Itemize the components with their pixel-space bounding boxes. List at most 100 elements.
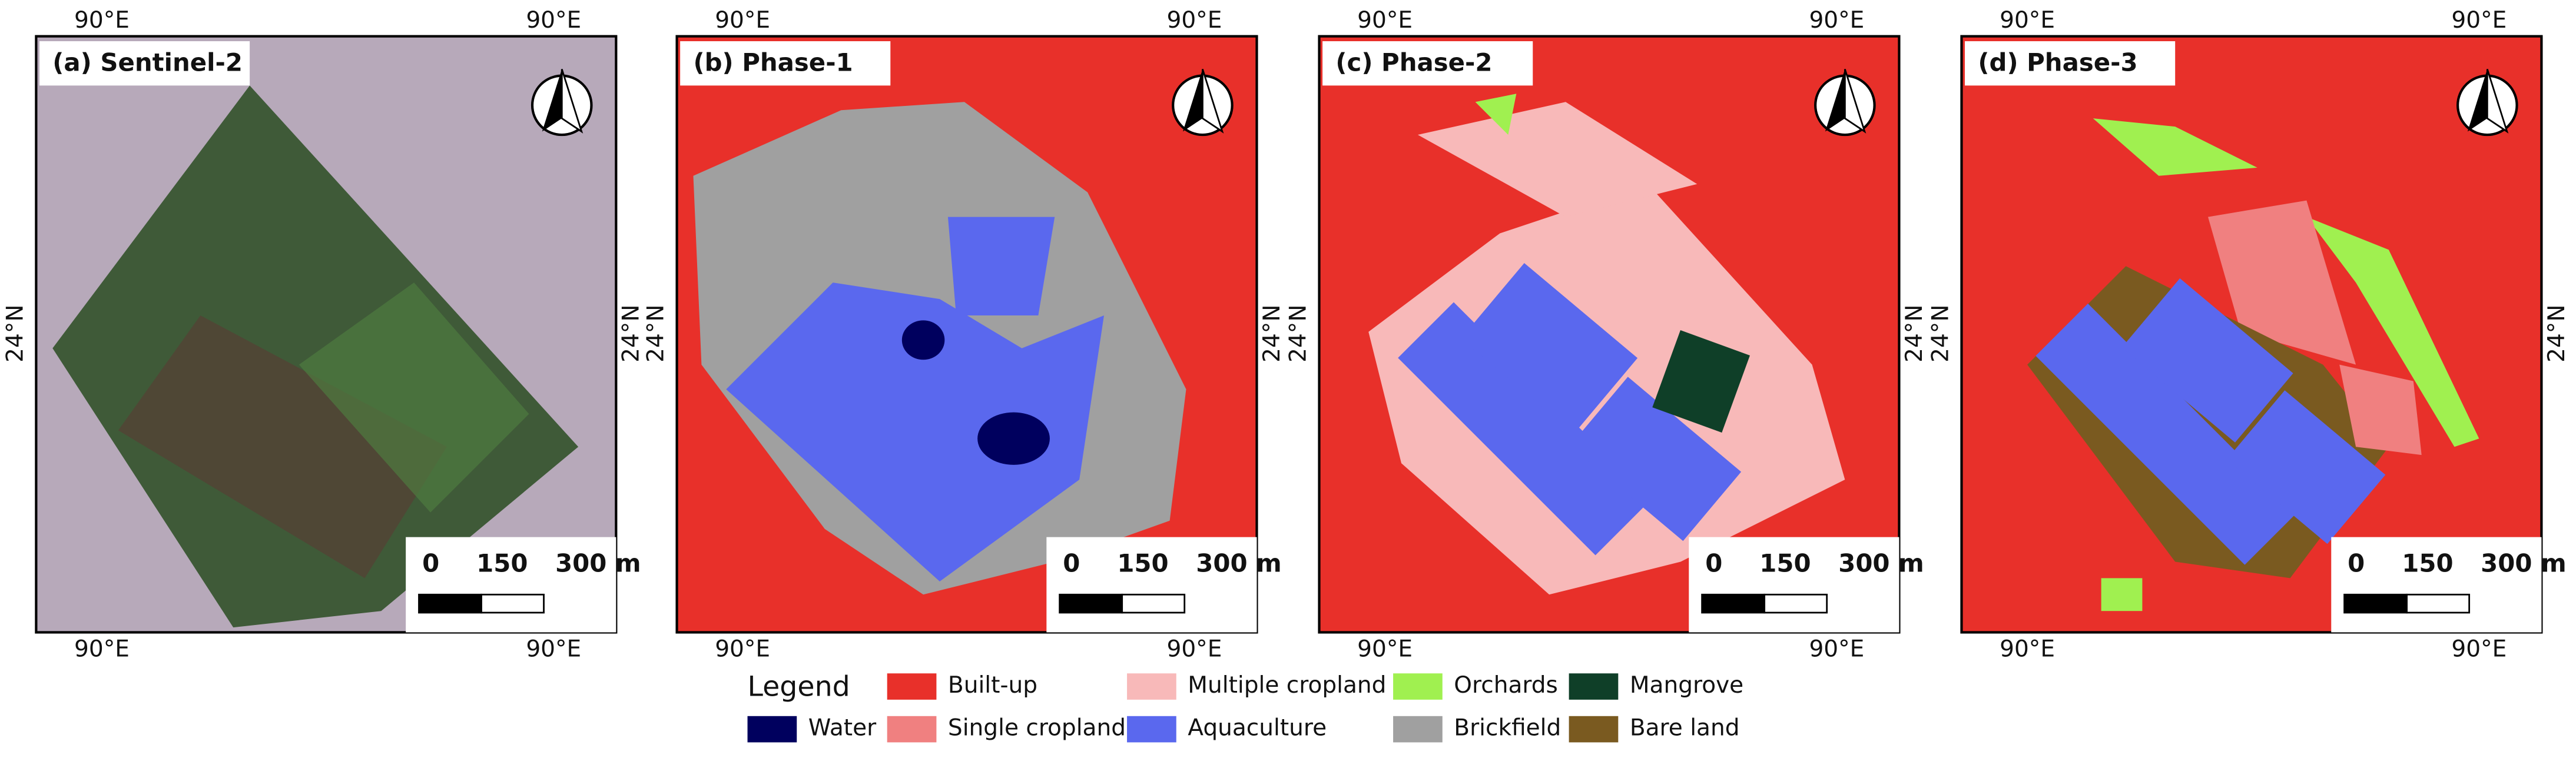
legend-swatch: [1393, 716, 1443, 743]
legend-label: Single cropland: [948, 715, 1126, 742]
scale-bar: [1121, 593, 1186, 614]
scale-label: 150: [1117, 549, 1168, 578]
title-box: [680, 41, 891, 86]
lon-label: 90°E: [526, 636, 581, 663]
legend-title: Legend: [748, 670, 850, 703]
legend-swatch: [1127, 716, 1176, 743]
map-frame: [675, 35, 1258, 634]
lon-label: 90°E: [1809, 7, 1864, 34]
legend-label: Mangrove: [1630, 672, 1743, 699]
scale-label: 300 m: [555, 549, 641, 578]
lon-label: 90°E: [715, 7, 770, 34]
scale-label: 0: [2348, 549, 2365, 578]
legend-swatch: [747, 716, 797, 743]
title-box: [39, 41, 250, 86]
lon-label: 90°E: [74, 7, 130, 34]
north-arrow: [2486, 69, 2509, 134]
map-class: [1461, 262, 1638, 434]
map-class: [1652, 330, 1750, 433]
imagery: [118, 315, 447, 579]
legend-label: Orchards: [1454, 672, 1558, 699]
lat-label: 24°N: [618, 304, 645, 362]
map-class: [1475, 94, 1517, 135]
panel-title: (b) Phase-1: [693, 48, 853, 77]
map-class: [1570, 377, 1742, 541]
map-class: [2306, 217, 2479, 447]
map-panel: (c) Phase-2 0 150 300 m: [1318, 35, 1924, 634]
lon-label: 90°E: [526, 7, 581, 34]
scale-bar: [1701, 593, 1766, 614]
map-class: [2101, 578, 2143, 611]
scale-bar: [2406, 593, 2471, 614]
panel-title: (d) Phase-3: [1978, 48, 2137, 77]
imagery: [299, 282, 529, 513]
title-box: [1965, 41, 2176, 86]
map-class: [2339, 364, 2422, 456]
scale-label: 0: [422, 549, 439, 578]
scale-bar: [1059, 593, 1123, 614]
legend-label: Multiple cropland: [1188, 672, 1386, 699]
scale-bar: [418, 593, 482, 614]
lat-label: 24°N: [2, 304, 28, 362]
scale-bar: [480, 593, 545, 614]
map-class: [977, 412, 1050, 465]
scale-label: 150: [2402, 549, 2453, 578]
map-content: [1961, 36, 2542, 633]
legend-label: Water: [808, 715, 877, 742]
map-class: [901, 320, 945, 360]
map-class: [947, 217, 1055, 315]
scale-label: 0: [1063, 549, 1080, 578]
scale-box: [2331, 537, 2542, 633]
lon-label: 90°E: [1357, 636, 1413, 663]
map-class: [1417, 102, 1698, 217]
scale-label: 150: [1759, 549, 1811, 578]
map-class: [2208, 200, 2356, 365]
map-class: [2121, 278, 2293, 443]
map-class: [2093, 118, 2257, 176]
scale-box: [406, 537, 616, 633]
map-frame: [1960, 35, 2543, 634]
map-frame: [1318, 35, 1901, 634]
legend-swatch: [1569, 673, 1619, 700]
north-arrow: [542, 69, 562, 132]
lat-label: 24°N: [1927, 304, 1954, 362]
map-content: [677, 36, 1257, 633]
map-class: [2035, 303, 2297, 565]
scale-label: 0: [1705, 549, 1722, 578]
map-content: [36, 36, 616, 633]
scale-box: [1046, 537, 1257, 633]
legend-swatch: [1569, 716, 1619, 743]
north-arrow: [2467, 69, 2488, 132]
lon-label: 90°E: [715, 636, 770, 663]
panel-title: (a) Sentinel-2: [52, 48, 243, 77]
map-panel: (a) Sentinel-2 0 150 300 m: [35, 35, 641, 634]
scale-label: 150: [476, 549, 528, 578]
panel-title: (c) Phase-2: [1335, 48, 1492, 77]
legend-label: Brickfield: [1454, 715, 1561, 742]
title-box: [1322, 41, 1533, 86]
legend-label: Built-up: [948, 672, 1037, 699]
lon-label: 90°E: [2000, 636, 2055, 663]
lon-label: 90°E: [2451, 7, 2507, 34]
lon-label: 90°E: [74, 636, 130, 663]
scale-label: 300 m: [2481, 549, 2567, 578]
legend-label: Bare land: [1630, 715, 1740, 742]
legend-swatch: [887, 716, 937, 743]
scale-bar: [1763, 593, 1828, 614]
legend-swatch: [1127, 673, 1176, 700]
north-arrow: [1182, 69, 1203, 132]
scale-box: [1689, 537, 1899, 633]
lon-label: 90°E: [1167, 7, 1222, 34]
map-panel: (b) Phase-1 0 150 300 m: [675, 35, 1282, 634]
map-class: [1398, 302, 1652, 556]
legend-swatch: [887, 673, 937, 700]
north-arrow: [561, 69, 584, 134]
north-arrow: [1202, 69, 1224, 134]
map-content: [1319, 36, 1899, 633]
map-class: [726, 282, 1104, 581]
lat-label: 24°N: [1259, 304, 1285, 362]
north-arrow: [1844, 69, 1866, 134]
scale-label: 300 m: [1196, 549, 1282, 578]
scale-bar: [2343, 593, 2408, 614]
